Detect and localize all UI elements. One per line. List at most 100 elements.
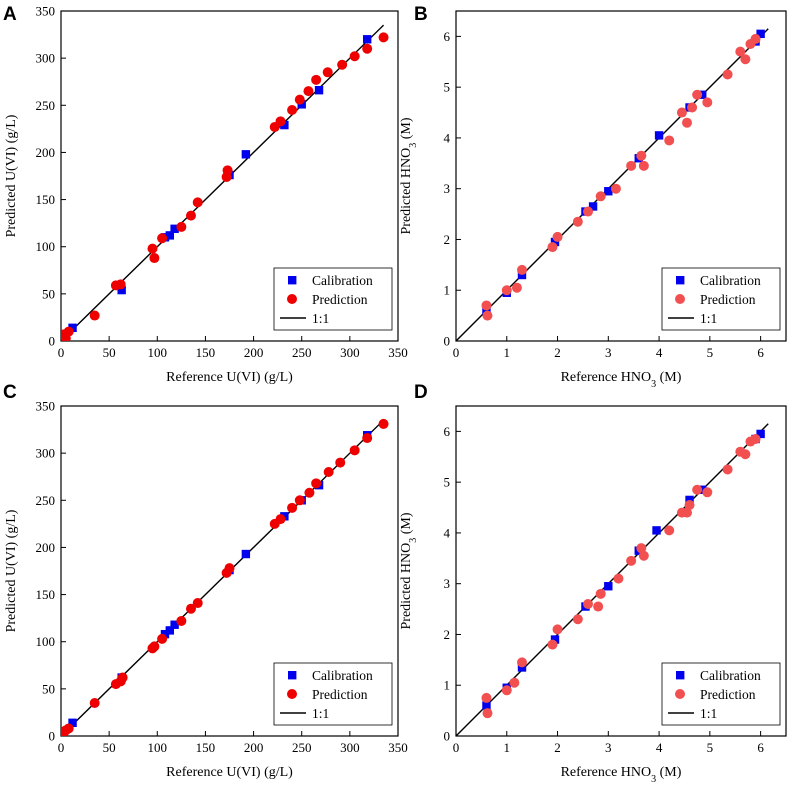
plot-data (61, 24, 389, 341)
legend-prediction-label: Prediction (312, 292, 368, 307)
prediction-point (610, 183, 621, 194)
x-tick-label: 0 (58, 740, 65, 755)
y-tick-label: 50 (42, 286, 55, 301)
prediction-point (613, 573, 624, 584)
panel-letter: A (3, 4, 17, 25)
calibration-point (550, 237, 560, 247)
prediction-point (176, 615, 187, 626)
panel-A: A 0 50 100 150 200 250 300 350 0 50 100 150 200 250 300… (3, 4, 408, 386)
x-tick-label: 3 (605, 345, 612, 360)
y-tick-label: 2 (444, 232, 451, 247)
y-tick-label: 1 (444, 678, 451, 693)
prediction-point (157, 633, 168, 644)
panel-B: B 0 1 2 3 4 5 6 0 1 2 3 4 5 6 Reference HNO3 (M) Predict… (399, 4, 787, 390)
legend-prediction-label: Prediction (312, 687, 368, 702)
calibration-point (698, 90, 707, 99)
prediction-point (552, 231, 563, 242)
y-tick-label: 6 (444, 29, 451, 44)
legend-calibration-marker (288, 276, 297, 285)
prediction-point (509, 677, 520, 688)
prediction-point (511, 282, 522, 293)
prediction-point (147, 243, 158, 254)
x-axis-title: Reference HNO3 (M) (561, 370, 682, 390)
prediction-point (222, 165, 233, 176)
prediction-point (63, 723, 74, 734)
prediction-point (311, 74, 322, 85)
y-tick-label: 2 (444, 627, 451, 642)
x-axis-title: Reference U(VI) (g/L) (166, 765, 293, 780)
y-tick-label: 150 (36, 587, 56, 602)
calibration-point (654, 131, 664, 140)
prediction-point (287, 502, 298, 513)
x-tick-label: 300 (340, 345, 360, 360)
prediction-point (583, 599, 593, 609)
x-axis-title: Reference HNO3 (M) (561, 765, 682, 785)
prediction-point (481, 692, 492, 703)
prediction-point (687, 102, 698, 113)
prediction-point (275, 514, 286, 525)
calibration-point (117, 285, 126, 295)
prediction-point (547, 242, 558, 253)
calibration-point (685, 495, 694, 505)
calibration-point (241, 549, 251, 559)
y-tick-label: 0 (444, 334, 451, 349)
x-tick-label: 250 (292, 345, 312, 360)
y-tick-label: 250 (36, 493, 56, 508)
prediction-point (740, 449, 751, 460)
prediction-point (552, 624, 563, 635)
plot-data (61, 418, 389, 736)
prediction-point (572, 216, 583, 227)
y-tick-label: 0 (444, 729, 451, 744)
prediction-point (572, 614, 583, 625)
y-tick-label: 300 (36, 51, 56, 66)
x-tick-label: 0 (453, 345, 460, 360)
y-tick-label: 3 (444, 576, 451, 591)
prediction-point (626, 160, 637, 171)
prediction-point (294, 94, 305, 105)
y-tick-label: 5 (444, 475, 451, 490)
prediction-point (750, 33, 761, 44)
prediction-point (517, 264, 527, 275)
prediction-point (702, 487, 713, 498)
prediction-point (595, 191, 606, 202)
x-tick-label: 300 (340, 740, 360, 755)
y-tick-label: 350 (36, 4, 56, 19)
prediction-point (349, 51, 360, 62)
prediction-point (149, 253, 160, 264)
y-tick-label: 5 (444, 80, 451, 95)
calibration-point (517, 270, 527, 280)
legend-calibration-label: Calibration (700, 273, 761, 288)
prediction-point (482, 708, 493, 719)
calibration-point (604, 582, 613, 591)
prediction-point (322, 67, 333, 78)
legend: Calibration Prediction 1:1 (273, 267, 393, 331)
y-tick-label: 3 (444, 181, 451, 196)
x-tick-label: 1 (504, 345, 511, 360)
prediction-point (636, 150, 647, 161)
prediction-point (750, 434, 761, 444)
y-axis-title: Predicted HNO3 (M) (399, 117, 419, 234)
y-tick-label: 0 (49, 729, 56, 744)
calibration-point (241, 150, 251, 159)
calibration-point (756, 29, 765, 39)
calibration-point (314, 86, 324, 95)
prediction-point (63, 326, 74, 337)
prediction-point (176, 221, 187, 232)
x-tick-label: 2 (554, 345, 561, 360)
prediction-point (275, 116, 286, 127)
x-tick-label: 5 (707, 345, 714, 360)
calibration-point (482, 701, 491, 710)
prediction-point (192, 197, 203, 208)
prediction-point (115, 279, 126, 290)
x-tick-label: 3 (605, 740, 612, 755)
legend-prediction-marker (287, 294, 297, 304)
x-tick-label: 6 (757, 740, 764, 755)
legend: Calibration Prediction 1:1 (661, 662, 781, 726)
x-tick-label: 6 (757, 345, 764, 360)
prediction-point (287, 105, 298, 115)
legend-calibration-marker (676, 276, 685, 285)
prediction-point (335, 457, 346, 468)
prediction-point (735, 46, 746, 57)
calibration-point (517, 663, 527, 672)
